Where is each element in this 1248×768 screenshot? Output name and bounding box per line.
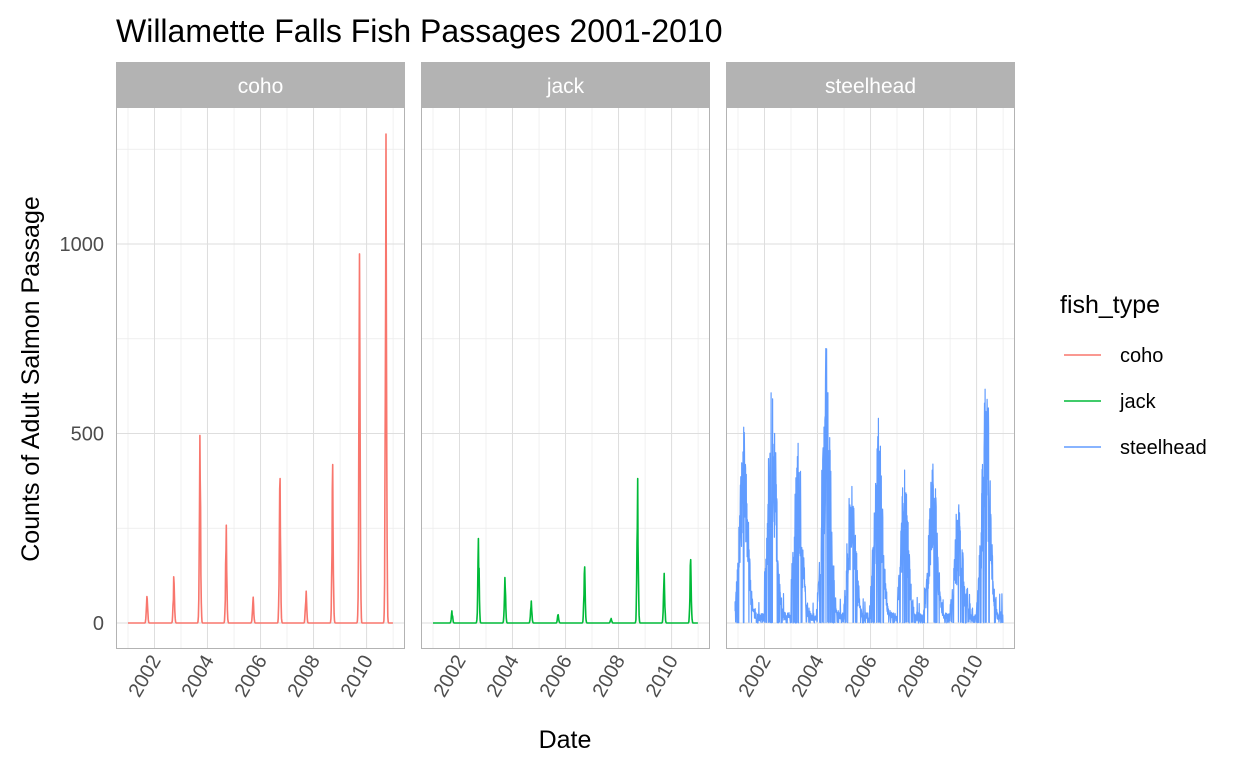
x-tick-label: 2006 xyxy=(231,652,272,702)
x-tick-label: 2004 xyxy=(178,652,219,702)
series-line-jack xyxy=(432,477,699,624)
x-tick-label: 2010 xyxy=(947,652,988,702)
x-tick-label: 2002 xyxy=(125,652,166,702)
panel-border xyxy=(421,107,710,649)
legend-label: steelhead xyxy=(1120,437,1207,459)
x-axis-title: Date xyxy=(539,726,592,754)
legend-title: fish_type xyxy=(1060,291,1160,319)
x-tick-label: 2008 xyxy=(284,652,325,702)
x-tick-label: 2006 xyxy=(841,652,882,702)
series-line-coho xyxy=(127,133,394,624)
x-tick-label: 2008 xyxy=(894,652,935,702)
facet-strip-label: jack xyxy=(546,75,585,98)
x-tick-label: 2010 xyxy=(642,652,683,702)
y-tick-label: 1000 xyxy=(60,234,105,256)
x-tick-labels: 2002 2004 2006 2008 2010 2002 2004 2006 2008 2010… xyxy=(125,652,988,702)
y-tick-labels: 0 500 1000 xyxy=(60,234,105,635)
x-tick-label: 2008 xyxy=(589,652,630,702)
x-tick-label: 2006 xyxy=(536,652,577,702)
x-tick-label: 2002 xyxy=(735,652,776,702)
x-tick-label: 2004 xyxy=(483,652,524,702)
facet-strip-label: coho xyxy=(238,75,284,98)
y-axis-title: Counts of Adult Salmon Passage xyxy=(17,196,45,562)
facet-panels: coho jack steelhead xyxy=(116,62,1015,649)
x-tick-label: 2010 xyxy=(337,652,378,702)
panel-border xyxy=(116,107,405,649)
legend-label: jack xyxy=(1119,391,1157,413)
x-tick-label: 2004 xyxy=(788,652,829,702)
panel-border xyxy=(726,107,1015,649)
facet-strip xyxy=(421,62,710,107)
y-tick-label: 0 xyxy=(93,613,104,635)
facet-strip xyxy=(726,62,1015,107)
facet-strip-label: steelhead xyxy=(825,75,916,98)
y-tick-label: 500 xyxy=(71,424,104,446)
chart-title: Willamette Falls Fish Passages 2001-2010 xyxy=(116,13,723,49)
legend: fish_type coho jack steelhead xyxy=(1060,291,1207,459)
x-tick-label: 2002 xyxy=(430,652,471,702)
legend-label: coho xyxy=(1120,345,1163,367)
series-line-steelhead xyxy=(734,348,1004,624)
facet-strip xyxy=(116,62,405,107)
